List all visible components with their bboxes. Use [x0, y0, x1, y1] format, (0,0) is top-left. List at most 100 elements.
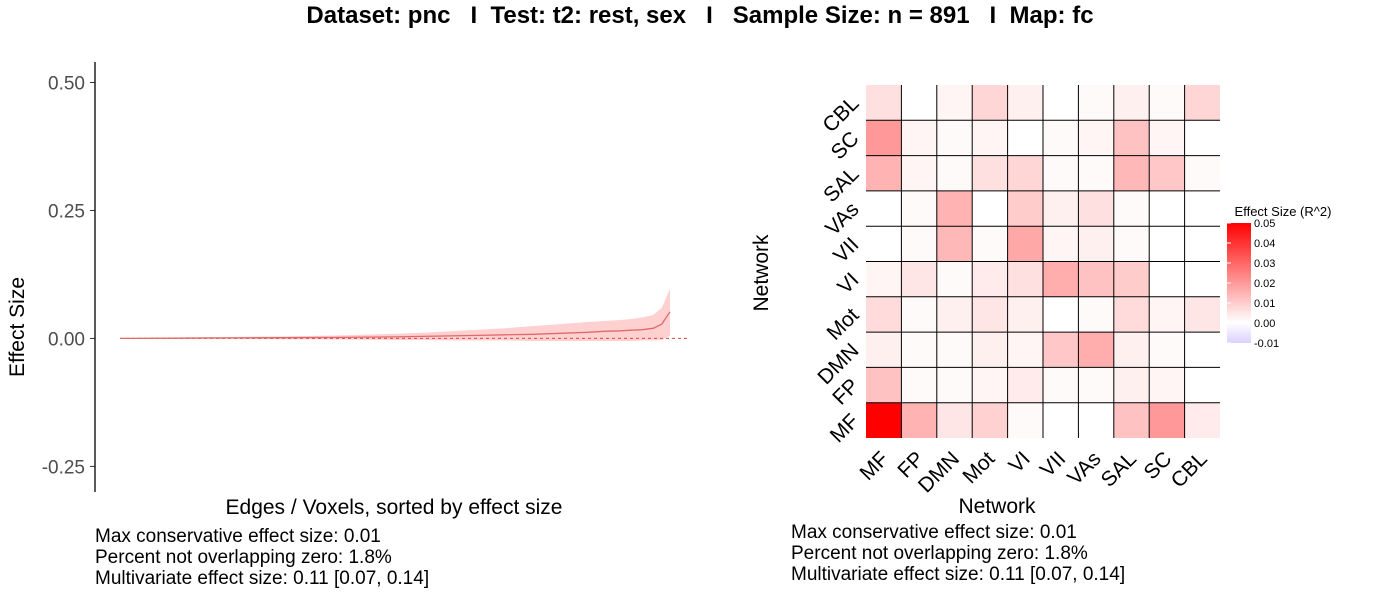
- percent-nonzero-note: Percent not overlapping zero: 1.8%: [791, 543, 1088, 564]
- heatmap-y-axis-label: Network: [750, 234, 773, 312]
- y-tick-label: 0.25: [48, 201, 85, 222]
- heatmap-cell: [1149, 155, 1185, 191]
- heatmap-cell: [1184, 155, 1220, 191]
- y-category-label: Mot: [823, 304, 864, 345]
- heatmap-cell: [1184, 120, 1220, 156]
- y-axis-label: Effect Size: [6, 277, 29, 377]
- heatmap-cell: [936, 226, 973, 262]
- heatmap-cell: [972, 402, 1008, 438]
- heatmap-cell: [1007, 190, 1043, 227]
- heatmap-cell: [1149, 120, 1185, 156]
- heatmap-cell: [1043, 190, 1079, 227]
- y-category-label: VAs: [821, 198, 863, 240]
- heatmap-cell: [936, 190, 973, 227]
- heatmap-cell: [1043, 155, 1079, 191]
- heatmap-cell: [936, 85, 973, 121]
- y-category-label: CBL: [818, 92, 863, 137]
- heatmap-cell: [1078, 296, 1114, 333]
- heatmap-cell: [972, 155, 1008, 191]
- heatmap-cell: [1184, 226, 1220, 262]
- heatmap-cell: [936, 367, 973, 403]
- heatmap-cell: [1007, 296, 1043, 333]
- heatmap-cell: [972, 226, 1008, 262]
- y-tick-label: 0.50: [48, 73, 85, 94]
- legend-tick-label: 0.04: [1254, 238, 1275, 250]
- heatmap-cell: [1184, 296, 1220, 333]
- effect-size-line-chart: -0.25 0.00 0.25 0.50 Edges / Voxels, sorted…: [6, 62, 690, 519]
- heatmap-cell: [901, 261, 937, 297]
- heatmap-cell: [1043, 226, 1079, 262]
- effect-size-line: [119, 311, 671, 340]
- y-category-label: DMN: [813, 339, 863, 389]
- heatmap-cell: [1113, 120, 1150, 156]
- max-effect-note: Max conservative effect size: 0.01: [95, 526, 381, 547]
- x-category-label: VI: [1005, 447, 1035, 477]
- heatmap-cell: [866, 402, 902, 438]
- y-tick-label: -0.25: [42, 457, 85, 478]
- heatmap-cell: [1007, 261, 1043, 297]
- heatmap-cell: [1078, 261, 1114, 297]
- heatmap-cell: [972, 190, 1008, 227]
- heatmap-cell: [901, 226, 937, 262]
- percent-nonzero-note: Percent not overlapping zero: 1.8%: [95, 547, 392, 568]
- confidence-band: [120, 288, 670, 341]
- heatmap-cell: [972, 367, 1008, 403]
- heatmap-cell: [936, 402, 973, 438]
- heatmap-cell: [901, 155, 937, 191]
- legend-tick-label: 0.05: [1254, 218, 1275, 230]
- heatmap-x-axis-label: Network: [958, 495, 1036, 518]
- x-category-label: Mot: [958, 447, 999, 488]
- heatmap-cell: [1149, 367, 1185, 403]
- x-category-label: DMN: [914, 447, 964, 497]
- heatmap-cell: [972, 120, 1008, 156]
- heatmap-cell: [1149, 226, 1185, 262]
- heatmap-cell: [1113, 226, 1150, 262]
- multivariate-note: Multivariate effect size: 0.11 [0.07, 0.…: [791, 564, 1126, 585]
- heatmap-cell: [1149, 296, 1185, 333]
- heatmap-cell: [936, 261, 973, 297]
- heatmap-cell: [1184, 85, 1220, 121]
- heatmap-cell: [936, 296, 973, 333]
- heatmap-cell: [1007, 85, 1043, 121]
- legend-tick-label: 0.00: [1254, 318, 1275, 330]
- legend-tick-label: 0.01: [1254, 298, 1275, 310]
- y-category-label: VI: [833, 268, 863, 298]
- heatmap-cell: [1113, 332, 1150, 368]
- heatmap-cell: [866, 155, 902, 191]
- heatmap-cell: [972, 332, 1008, 368]
- heatmap-cell: [1007, 120, 1043, 156]
- x-axis-label: Edges / Voxels, sorted by effect size: [226, 496, 563, 519]
- heatmap-cell: [866, 296, 902, 333]
- heatmap-cell: [1078, 155, 1114, 191]
- heatmap-cell: [1184, 402, 1220, 438]
- heatmap-cell: [1007, 155, 1043, 191]
- heatmap-cell: [1113, 402, 1150, 438]
- x-category-label: MF: [856, 447, 894, 485]
- heatmap-cell: [972, 296, 1008, 333]
- heatmap-cell: [901, 296, 937, 333]
- heatmap-cell: [1078, 332, 1114, 368]
- heatmap-cell: [1078, 367, 1114, 403]
- heatmap-cell: [1007, 226, 1043, 262]
- heatmap-cell: [866, 85, 902, 121]
- heatmap-cell: [866, 367, 902, 403]
- heatmap-cell: [1113, 367, 1150, 403]
- heatmap-cell: [1043, 296, 1079, 333]
- heatmap-cell: [901, 190, 937, 227]
- legend-tick-label: 0.03: [1254, 258, 1275, 270]
- heatmap-cell: [936, 155, 973, 191]
- heatmap-cell: [936, 120, 973, 156]
- heatmap-cell: [1149, 402, 1185, 438]
- heatmap-cell: [1078, 120, 1114, 156]
- heatmap-cell: [901, 85, 937, 121]
- heatmap-cell: [901, 120, 937, 156]
- max-effect-note: Max conservative effect size: 0.01: [791, 522, 1077, 543]
- heatmap-cell: [1043, 85, 1079, 121]
- heatmap-cell: [1007, 402, 1043, 438]
- heatmap-cell: [866, 120, 902, 156]
- y-category-label: MF: [826, 410, 864, 448]
- heatmap-cell: [1113, 155, 1150, 191]
- heatmap-cell: [972, 85, 1008, 121]
- figure-title: Dataset: pnc I Test: t2: rest, sex I Sam…: [306, 2, 1094, 29]
